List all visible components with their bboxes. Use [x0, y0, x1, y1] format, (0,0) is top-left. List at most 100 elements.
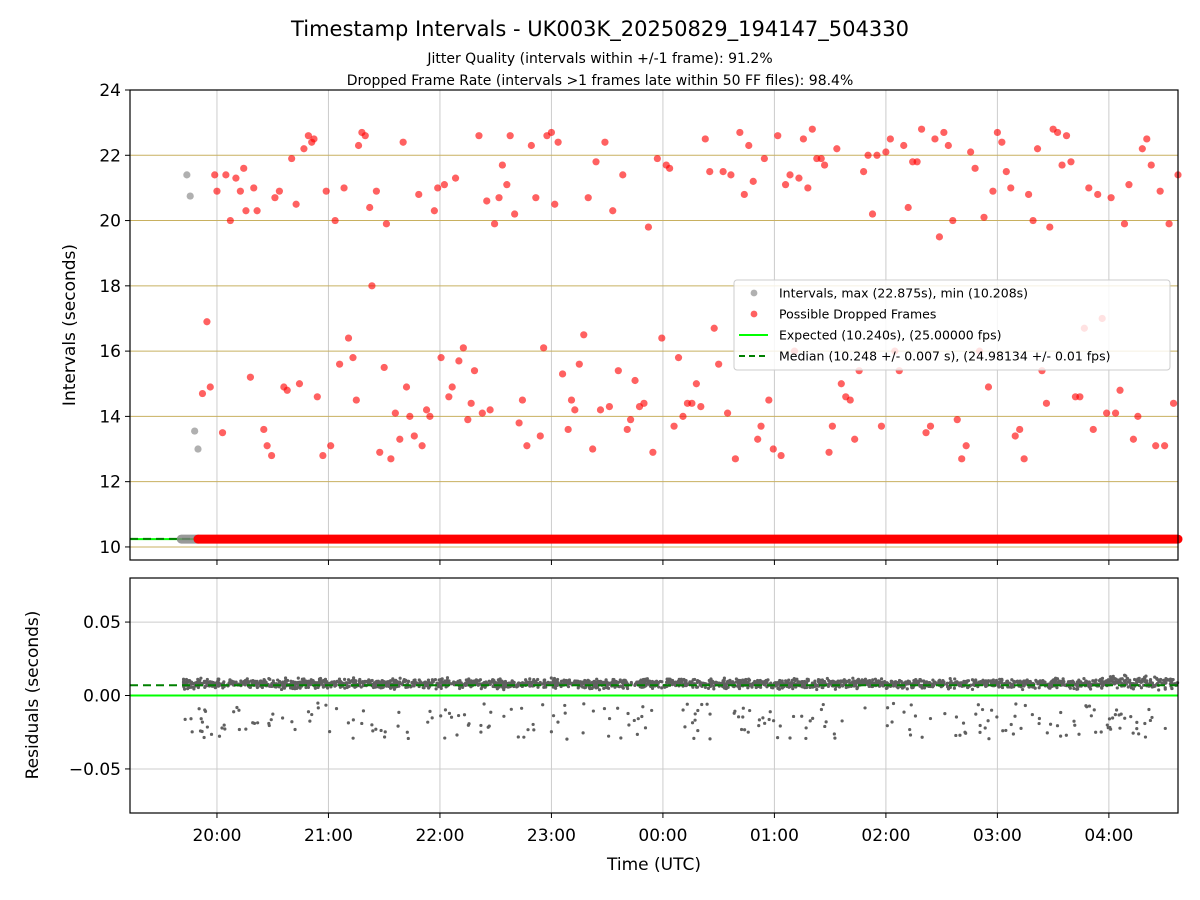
dropped-frame-point — [731, 455, 739, 463]
residual-outlier-point — [267, 723, 271, 728]
residual-point — [953, 677, 957, 681]
interval-point — [191, 427, 199, 435]
x-tick-label: 20:00 — [192, 826, 241, 846]
residual-point — [747, 678, 751, 682]
dropped-frame-point — [592, 158, 600, 166]
dropped-frame-point — [437, 354, 445, 362]
residual-point — [881, 684, 885, 688]
residual-point — [879, 680, 883, 685]
residual-point — [380, 686, 384, 690]
x-axis-label: Time (UTC) — [606, 855, 701, 875]
residual-point — [326, 686, 330, 690]
residual-point — [388, 679, 393, 683]
dropped-frame-point — [953, 416, 961, 424]
residual-outlier-point — [516, 735, 520, 739]
residual-point — [1137, 679, 1141, 683]
x-tick-label: 00:00 — [638, 826, 687, 846]
residual-outlier-point — [532, 728, 536, 732]
dropped-frame-point — [804, 184, 812, 192]
dropped-frame-point — [666, 164, 674, 172]
residual-point — [724, 686, 728, 691]
residual-outlier-point — [489, 710, 493, 714]
residual-point — [527, 680, 532, 685]
dropped-frame-point — [900, 141, 908, 150]
dropped-frame-point — [1138, 145, 1146, 153]
residual-point — [660, 686, 664, 690]
dropped-frame-point — [211, 171, 219, 179]
residual-point — [934, 681, 938, 685]
residual-point — [990, 681, 994, 685]
residual-point — [766, 678, 770, 682]
residual-point — [272, 681, 276, 685]
x-tick-label: 23:00 — [527, 826, 576, 846]
residual-point — [221, 686, 225, 690]
residual-point — [483, 681, 487, 685]
dropped-frame-point — [1029, 216, 1037, 225]
residual-point — [326, 681, 330, 685]
dropped-frame-point — [777, 451, 785, 460]
residual-outlier-point — [202, 735, 206, 740]
dropped-frame-point — [706, 167, 714, 176]
residual-point — [343, 686, 347, 690]
dropped-frame-point — [817, 154, 825, 163]
residual-outlier-point — [374, 727, 378, 731]
residual-outlier-point — [986, 719, 990, 723]
residual-outlier-point — [696, 708, 700, 713]
residual-point — [379, 681, 383, 685]
residual-outlier-point — [1163, 726, 1167, 731]
residual-outlier-point — [1092, 708, 1096, 712]
residual-point — [1000, 678, 1004, 682]
residual-outlier-point — [683, 725, 687, 729]
dropped-frame-point — [860, 167, 868, 176]
residual-outlier-point — [963, 730, 967, 734]
residual-point — [1005, 679, 1010, 683]
dropped-frame-point — [674, 354, 683, 362]
dropped-frame-point — [250, 184, 258, 192]
residual-outlier-point — [804, 726, 808, 730]
dropped-frame-point — [1111, 409, 1120, 417]
residual-point — [695, 685, 700, 689]
residual-point — [641, 680, 645, 684]
residual-point — [1163, 686, 1167, 690]
residual-point — [703, 685, 708, 690]
residual-outlier-point — [685, 702, 689, 706]
residual-point — [345, 683, 349, 687]
residual-point — [283, 676, 288, 680]
dropped-frame-point — [226, 216, 234, 225]
residual-outlier-point — [1137, 732, 1141, 736]
residual-outlier-point — [643, 726, 648, 730]
residual-point — [780, 686, 784, 690]
residual-point — [788, 684, 792, 689]
dropped-frame-point — [1169, 399, 1178, 407]
residual-outlier-point — [1150, 715, 1154, 720]
residual-point — [852, 682, 857, 687]
residual-outlier-point — [757, 723, 761, 728]
residual-point — [826, 683, 830, 687]
residual-point — [811, 685, 815, 689]
residual-point — [988, 679, 992, 683]
residual-outlier-point — [983, 726, 987, 730]
residual-outlier-point — [1064, 733, 1068, 737]
residual-outlier-point — [205, 725, 209, 729]
residual-point — [734, 677, 739, 681]
residual-outlier-point — [439, 714, 443, 718]
dropped-frame-point — [715, 360, 723, 368]
dropped-frame-point — [993, 128, 1001, 137]
residual-point — [981, 681, 985, 685]
residual-outlier-point — [406, 736, 410, 741]
residual-point — [605, 680, 609, 684]
residual-point — [464, 678, 468, 682]
residual-outlier-point — [383, 730, 387, 734]
residual-outlier-point — [954, 715, 959, 719]
legend-marker — [750, 289, 758, 297]
residual-outlier-point — [619, 736, 623, 740]
x-axis-ticks: 20:00 21:00 22:00 23:00 00:00 01:00 02:00 03:00… — [192, 813, 1133, 846]
residual-point — [1166, 678, 1170, 682]
residual-point — [339, 681, 344, 685]
residual-outlier-point — [316, 701, 320, 705]
dropped-frame-point — [670, 422, 678, 430]
residual-outlier-point — [487, 724, 491, 728]
residual-point — [683, 679, 688, 683]
residual-point — [422, 686, 426, 690]
residual-point — [433, 678, 437, 682]
